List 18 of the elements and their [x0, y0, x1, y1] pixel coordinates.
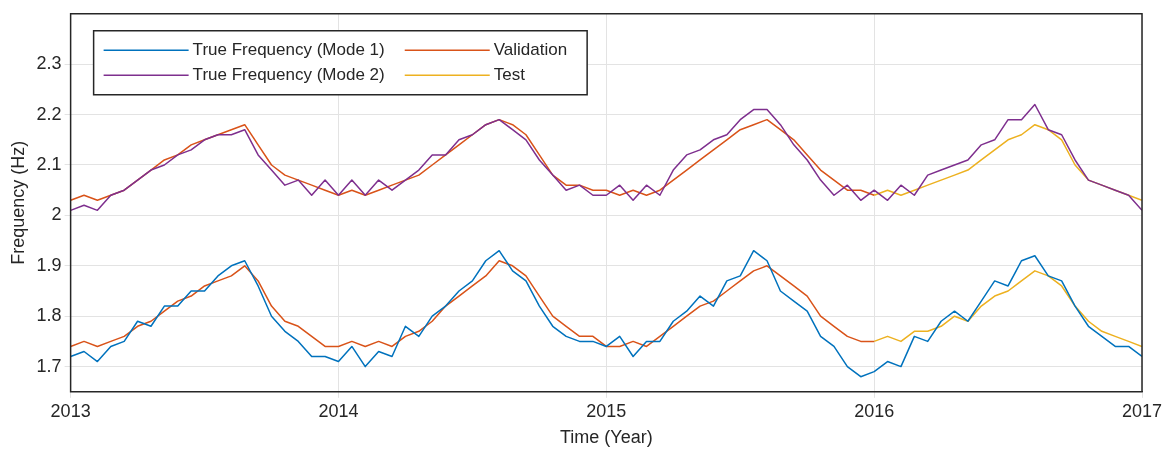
x-tick-label: 2013 — [50, 400, 91, 421]
y-tick-label: 2.3 — [36, 53, 62, 74]
x-tick-label: 2015 — [586, 400, 627, 421]
x-tick-label: 2017 — [1121, 400, 1163, 421]
x-tick-label: 2014 — [318, 400, 359, 421]
y-tick-label: 2 — [51, 204, 62, 225]
y-tick-label: 1.7 — [36, 355, 62, 376]
legend-label: True Frequency (Mode 2) — [192, 64, 385, 84]
y-tick-label: 1.8 — [36, 305, 62, 326]
x-axis-title: Time (Year) — [559, 427, 653, 448]
legend-label: Test — [493, 64, 526, 84]
legend-label: Validation — [493, 39, 568, 59]
y-axis-title: Frequency (Hz) — [7, 140, 28, 265]
x-tick-label: 2016 — [854, 400, 895, 421]
y-tick-label: 1.9 — [36, 254, 62, 275]
legend-label: True Frequency (Mode 1) — [192, 39, 385, 59]
y-tick-label: 2.1 — [36, 153, 62, 174]
y-tick-label: 2.2 — [36, 103, 62, 124]
